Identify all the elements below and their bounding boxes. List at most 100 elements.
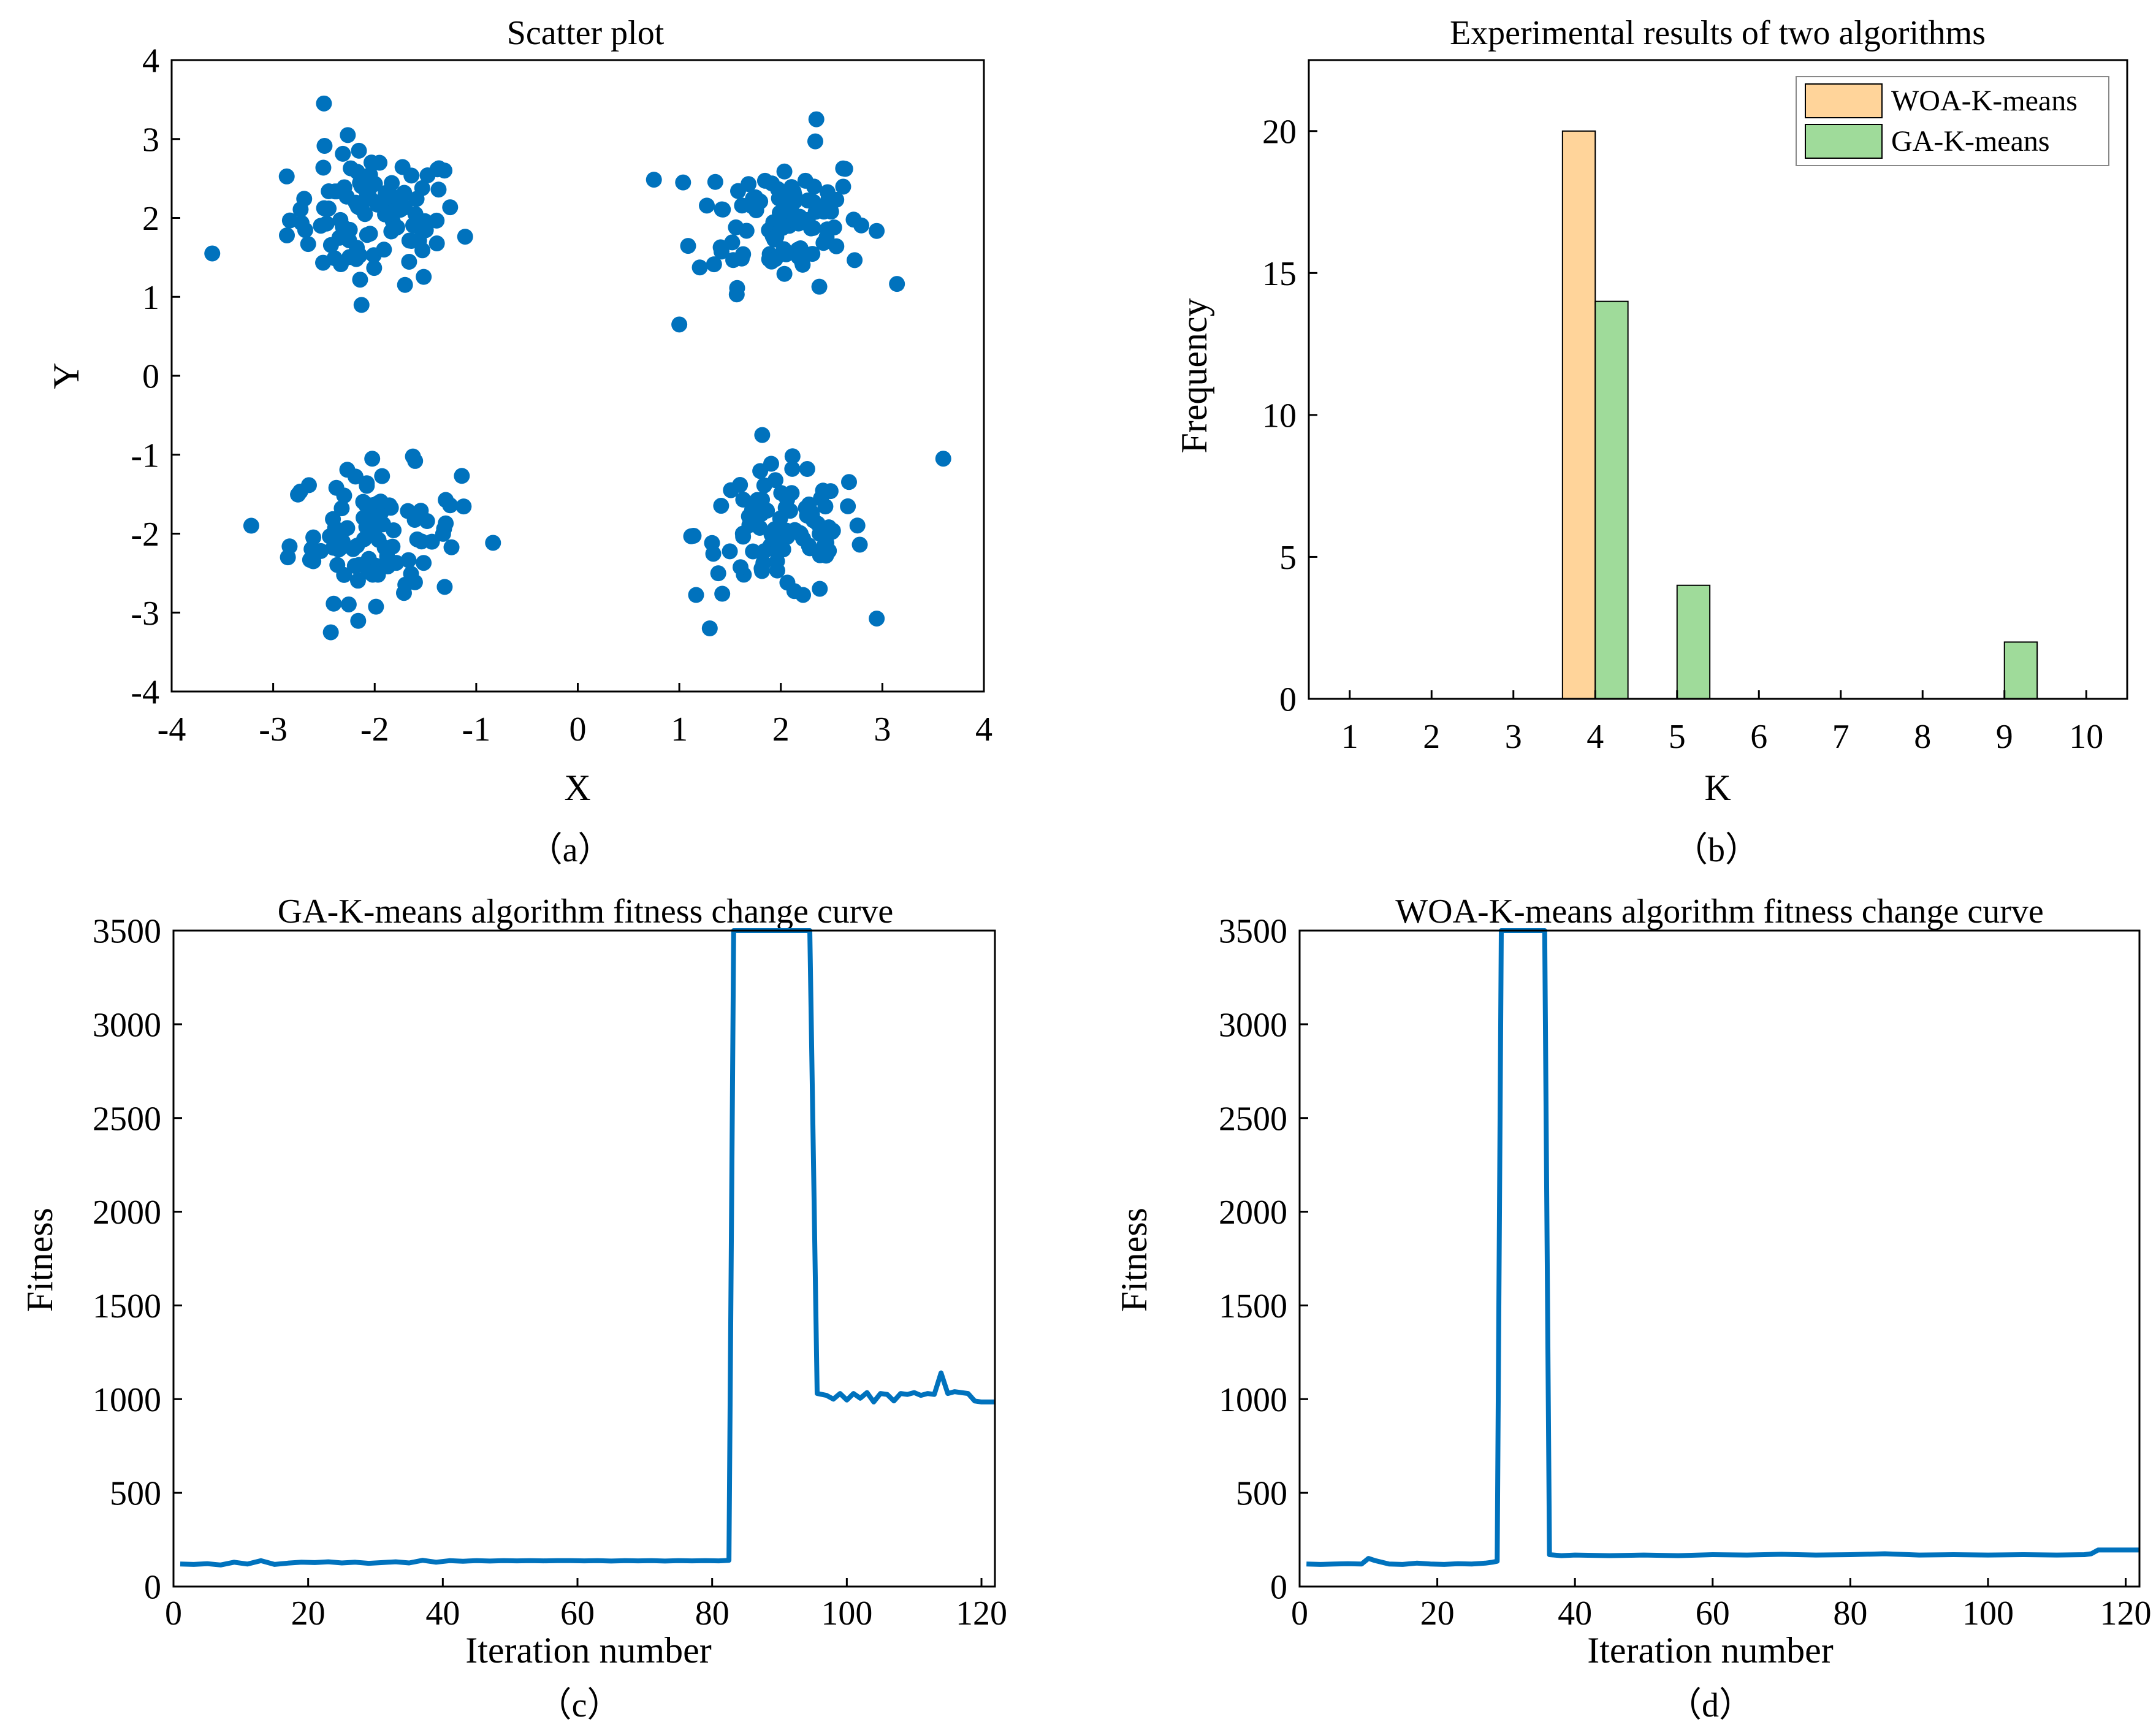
y-tick-label: 3500 bbox=[1219, 913, 1287, 951]
chart-title: GA-K-means algorithm fitness change curv… bbox=[278, 893, 894, 931]
scatter-point bbox=[714, 585, 731, 602]
y-tick-label: 10 bbox=[1262, 397, 1297, 435]
scatter-point bbox=[713, 243, 729, 260]
scatter-point bbox=[817, 498, 834, 515]
scatter-point bbox=[326, 250, 343, 267]
scatter-point bbox=[370, 509, 386, 525]
y-tick-label: 1000 bbox=[1219, 1381, 1287, 1419]
scatter-point bbox=[835, 160, 851, 177]
scatter-point bbox=[763, 253, 780, 270]
scatter-point bbox=[303, 541, 320, 557]
bar bbox=[1594, 300, 1629, 699]
scatter-point bbox=[409, 531, 425, 547]
x-tick-label: -3 bbox=[259, 711, 288, 749]
scatter-point bbox=[779, 574, 796, 591]
y-tick-label: 500 bbox=[1236, 1475, 1287, 1513]
scatter-point bbox=[353, 297, 370, 313]
scatter-point bbox=[732, 477, 749, 493]
scatter-point bbox=[278, 168, 295, 185]
scatter-point bbox=[775, 241, 792, 257]
scatter-point bbox=[374, 468, 390, 484]
scatter-point bbox=[348, 194, 364, 211]
scatter-point bbox=[443, 539, 460, 555]
bar bbox=[1561, 130, 1596, 699]
scatter-point bbox=[339, 462, 356, 478]
scatter-point bbox=[340, 127, 356, 143]
scatter-point bbox=[281, 538, 298, 555]
x-tick-label: 0 bbox=[1291, 1595, 1308, 1633]
scatter-point bbox=[362, 167, 378, 183]
scatter-point bbox=[384, 175, 400, 191]
scatter-point bbox=[847, 252, 863, 269]
x-tick-label: -4 bbox=[158, 711, 186, 749]
y-tick-label: 3500 bbox=[93, 913, 161, 951]
scatter-point bbox=[725, 252, 742, 269]
scatter-point bbox=[430, 181, 447, 198]
scatter-point bbox=[671, 316, 688, 333]
scatter-point bbox=[734, 525, 751, 542]
scatter-point bbox=[752, 463, 769, 479]
scatter-point bbox=[784, 448, 801, 465]
scatter-point bbox=[775, 541, 791, 557]
scatter-point bbox=[675, 174, 691, 191]
scatter-point bbox=[293, 215, 310, 231]
scatter-point bbox=[799, 192, 816, 209]
legend-swatch-ga bbox=[1805, 124, 1883, 159]
scatter-point bbox=[204, 245, 221, 262]
scatter-point bbox=[424, 533, 440, 550]
x-tick-label: 80 bbox=[695, 1595, 729, 1633]
x-tick-label: 120 bbox=[2100, 1595, 2152, 1633]
scatter-point bbox=[807, 133, 823, 150]
x-tick-label: 6 bbox=[1750, 718, 1767, 756]
y-axis-label: Frequency bbox=[1174, 298, 1214, 453]
scatter-point bbox=[455, 498, 472, 515]
y-axis-ticks: -4 -3 -2 -1 0 1 2 3 4 bbox=[131, 42, 180, 712]
scatter-point bbox=[406, 511, 423, 528]
scatter-point bbox=[706, 256, 722, 273]
x-tick-label: 80 bbox=[1833, 1595, 1867, 1633]
y-axis-ticks: 0 500 1000 1500 2000 2500 3000 3500 bbox=[1219, 913, 1308, 1607]
scatter-point bbox=[819, 221, 836, 238]
scatter-point bbox=[395, 585, 412, 601]
y-tick-label: -1 bbox=[131, 436, 159, 474]
y-tick-label: 0 bbox=[1279, 681, 1297, 719]
x-tick-label: 120 bbox=[956, 1595, 1007, 1633]
scatter-point bbox=[326, 595, 342, 612]
scatter-point bbox=[794, 254, 810, 271]
fitness-line bbox=[180, 928, 995, 1568]
scatter-point bbox=[797, 172, 813, 189]
scatter-point bbox=[416, 555, 432, 571]
x-tick-label: 100 bbox=[1962, 1595, 2014, 1633]
scatter-point bbox=[728, 286, 745, 303]
scatter-point bbox=[300, 236, 316, 253]
scatter-point bbox=[754, 427, 771, 443]
panel-caption: （b） bbox=[1674, 831, 1759, 869]
scatter-points bbox=[204, 95, 951, 641]
scatter-point bbox=[812, 581, 828, 597]
y-tick-label: 0 bbox=[144, 1569, 161, 1607]
x-tick-label: 0 bbox=[165, 1595, 182, 1633]
x-axis-ticks: 0 20 40 60 80 100 120 bbox=[165, 1578, 1007, 1633]
scatter-point bbox=[352, 272, 368, 288]
scatter-point bbox=[784, 460, 801, 477]
panel-caption: （c） bbox=[538, 1686, 622, 1724]
legend-swatch-woa bbox=[1805, 83, 1883, 118]
x-tick-label: 9 bbox=[1996, 718, 2013, 756]
panel-caption: （d） bbox=[1667, 1686, 1753, 1724]
y-tick-label: 2500 bbox=[1219, 1100, 1287, 1138]
scatter-point bbox=[305, 553, 322, 570]
scatter-point bbox=[316, 95, 332, 112]
scatter-point bbox=[340, 596, 357, 612]
scatter-point bbox=[408, 191, 425, 207]
scatter-point bbox=[773, 216, 790, 233]
scatter-point bbox=[728, 219, 744, 235]
scatter-point bbox=[305, 529, 322, 546]
y-tick-label: 5 bbox=[1279, 539, 1297, 577]
scatter-point bbox=[745, 543, 761, 560]
plot-area-frame bbox=[172, 929, 996, 1588]
scatter-point bbox=[816, 537, 832, 554]
scatter-point bbox=[851, 536, 868, 553]
scatter-point bbox=[699, 197, 715, 214]
chart-title: Scatter plot bbox=[507, 14, 665, 52]
